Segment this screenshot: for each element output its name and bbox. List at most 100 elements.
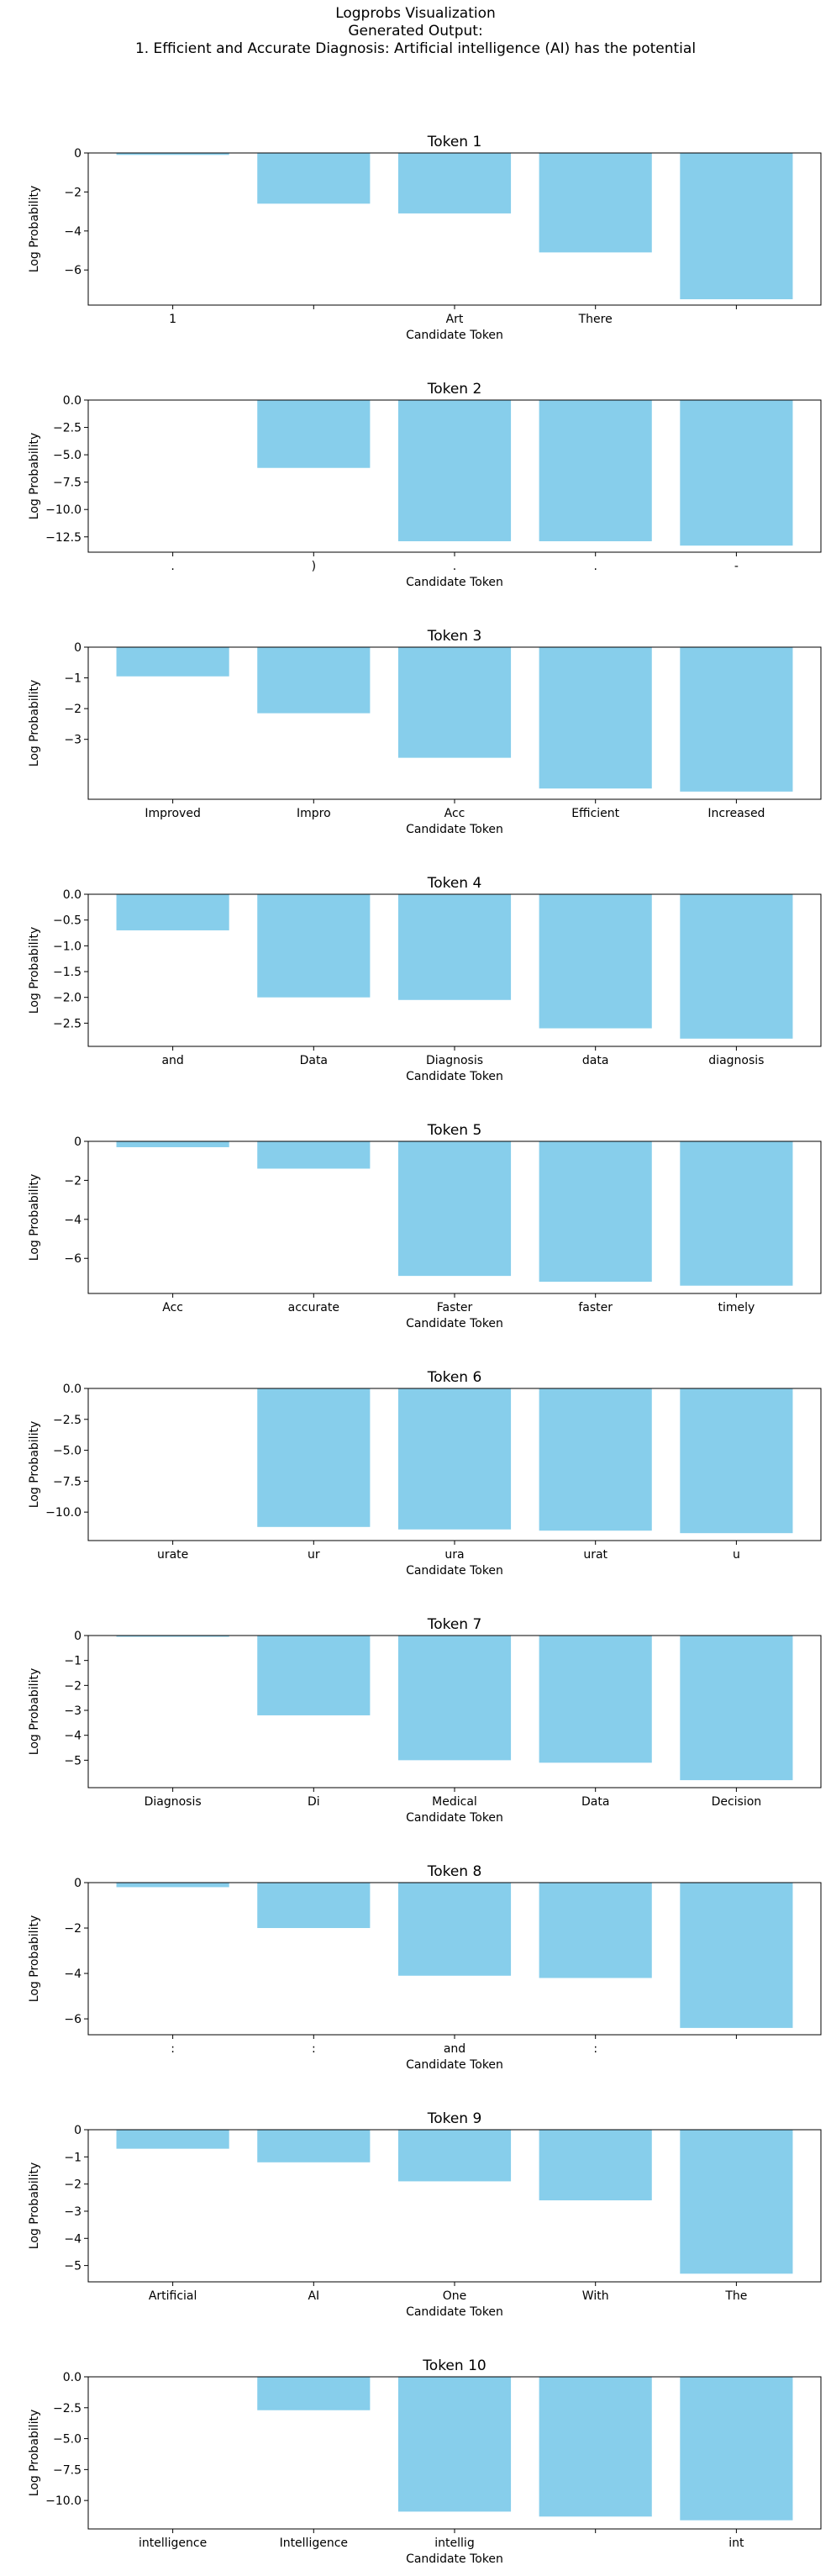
x-tick-label: Diagnosis xyxy=(426,1054,483,1067)
x-tick-label: ) xyxy=(312,560,316,573)
x-tick-label: intellig xyxy=(434,2536,474,2550)
y-tick-label: 0.0 xyxy=(63,1383,82,1396)
x-axis-label: Candidate Token xyxy=(406,1070,503,1083)
bar-3 xyxy=(397,1388,512,1530)
x-tick-label: One xyxy=(443,2289,467,2303)
x-tick-label: AI xyxy=(308,2289,319,2303)
y-tick-label: 0 xyxy=(74,2124,82,2137)
bar-5 xyxy=(680,153,793,300)
x-tick-label: urate xyxy=(157,1548,188,1562)
bar-5 xyxy=(680,1388,793,1534)
bar-2 xyxy=(257,647,371,714)
x-axis-label: Candidate Token xyxy=(406,2552,503,2566)
y-tick-label: 0.0 xyxy=(63,888,82,902)
y-tick-label: 0 xyxy=(74,147,82,161)
y-tick-label: −2 xyxy=(64,703,82,716)
y-tick-label: −12.5 xyxy=(45,531,82,545)
y-tick-label: 0 xyxy=(74,641,82,655)
x-tick-label: and xyxy=(161,1054,183,1067)
x-axis-label: Candidate Token xyxy=(406,2305,503,2319)
bar-3 xyxy=(397,400,512,541)
x-tick-label: - xyxy=(734,560,739,573)
y-tick-label: 0 xyxy=(74,1630,82,1643)
y-tick-label: −5.0 xyxy=(53,449,82,462)
chart-token-5: Token 5 0 −2 −4 −6 Acc accurate Faster faster tim… xyxy=(28,1122,822,1330)
x-tick-label: faster xyxy=(578,1301,613,1314)
bar-5 xyxy=(680,1883,793,2028)
chart-title: Token 5 xyxy=(427,1122,482,1139)
chart-title: Token 7 xyxy=(427,1616,482,1633)
y-axis-label: Log Probability xyxy=(28,1174,41,1261)
x-axis-label: Candidate Token xyxy=(406,576,503,589)
x-tick-label: There xyxy=(578,313,613,326)
bar-1 xyxy=(116,647,229,677)
chart-title: Token 9 xyxy=(427,2110,482,2127)
x-tick-label: and xyxy=(444,2042,465,2056)
y-tick-label: −2 xyxy=(64,1679,82,1693)
y-tick-label: −5.0 xyxy=(53,2433,82,2447)
y-tick-label: −1 xyxy=(64,2151,82,2164)
x-tick-label: urat xyxy=(583,1548,607,1562)
bar-5 xyxy=(680,2377,793,2521)
x-tick-label: Di xyxy=(308,1795,320,1809)
chart-token-6: Token 6 0.0 −2.5 −5.0 −7.5 −10.0 urate ur ura ura… xyxy=(28,1369,822,1578)
x-tick-label: The xyxy=(724,2289,747,2303)
x-tick-label: Intelligence xyxy=(280,2536,348,2550)
bar-4 xyxy=(539,1883,652,1978)
bar-2 xyxy=(257,2377,371,2410)
x-tick-label: data xyxy=(582,1054,609,1067)
chart-title: Token 4 xyxy=(427,875,482,892)
x-tick-label: Data xyxy=(300,1054,328,1067)
y-tick-label: −5 xyxy=(64,1754,82,1767)
y-tick-label: −4 xyxy=(64,1730,82,1743)
bar-4 xyxy=(539,894,652,1029)
bar-4 xyxy=(539,2130,652,2201)
bar-4 xyxy=(539,1636,652,1763)
bar-2 xyxy=(257,400,371,468)
chart-token-3: Token 3 0 −1 −2 −3 Improved Impro Acc Efficient I… xyxy=(28,628,822,836)
y-tick-label: 0.0 xyxy=(63,394,82,408)
bar-2 xyxy=(257,1636,371,1715)
chart-token-2: Token 2 0.0 −2.5 −5.0 −7.5 −10.0 −12.5.).. - Can… xyxy=(28,381,822,589)
bar-4 xyxy=(539,2377,652,2517)
chart-token-10: Token 10 0.0 −2.5 −5.0 −7.5 −10.0 intelligence… xyxy=(28,2357,822,2566)
chart-token-1: Token 1 0 −2 −4 −6 1 Art There Candidate Token… xyxy=(28,134,822,342)
y-tick-label: −10.0 xyxy=(45,1506,82,1520)
x-tick-label: . xyxy=(171,560,174,573)
y-tick-label: −6 xyxy=(64,264,82,277)
x-tick-label: Acc xyxy=(162,1301,183,1314)
y-tick-label: −2.5 xyxy=(53,422,82,435)
figure-title-line-2: Generated Output: xyxy=(348,23,483,40)
chart-token-8: Token 80−2−4−6:: and: Candidate Token Log … xyxy=(28,1863,822,2072)
bar-3 xyxy=(397,1883,512,1976)
chart-title: Token 1 xyxy=(427,134,482,150)
bar-1 xyxy=(116,1141,229,1147)
x-tick-label: Impro xyxy=(297,807,331,820)
y-tick-label: 0 xyxy=(74,1135,82,1149)
chart-token-4: Token 4 0.0 −0.5 −1.0 −1.5 −2.0 −2.5 and Data Dia… xyxy=(28,875,822,1083)
figure-title-line-3: 1. Efficient and Accurate Diagnosis: Art… xyxy=(134,40,697,57)
bar-1 xyxy=(116,2130,229,2149)
y-tick-label: 0 xyxy=(74,1877,82,1890)
y-axis-label: Log Probability xyxy=(28,1915,41,2002)
bar-1 xyxy=(116,1883,229,1888)
bar-5 xyxy=(680,1636,793,1781)
x-axis-label: Candidate Token xyxy=(406,1317,503,1330)
x-tick-label: With xyxy=(582,2289,609,2303)
y-tick-label: −1.0 xyxy=(53,940,82,953)
x-tick-label: intelligence xyxy=(139,2536,207,2550)
y-tick-label: −3 xyxy=(64,1704,82,1718)
x-tick-label: ura xyxy=(444,1548,464,1562)
y-axis-label: Log Probability xyxy=(28,2410,41,2496)
y-axis-label: Log Probability xyxy=(28,927,41,1014)
chart-title: Token 6 xyxy=(427,1369,482,1386)
bar-4 xyxy=(539,400,652,541)
y-tick-label: −0.5 xyxy=(53,914,82,928)
chart-title: Token 10 xyxy=(422,2357,486,2374)
x-tick-label: : xyxy=(171,2042,175,2056)
y-tick-label: −2 xyxy=(64,1174,82,1188)
x-tick-label: Increased xyxy=(707,807,765,820)
x-tick-label: Acc xyxy=(444,807,465,820)
x-tick-label: Improved xyxy=(145,807,200,820)
